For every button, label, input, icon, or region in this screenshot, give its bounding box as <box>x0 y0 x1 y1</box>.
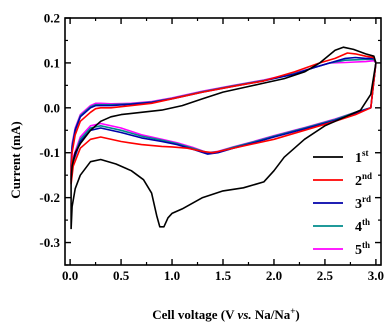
x-tick-label: 1.5 <box>215 268 232 283</box>
series-line-3rd <box>70 56 377 180</box>
y-tick-labels: -0.3 -0.2 -0.1 0.0 0.1 0.2 <box>39 11 60 251</box>
x-axis-label: Cell voltage (V vs. Na/Na+) <box>152 306 300 322</box>
x-axis-label-pre: Cell voltage (V <box>152 307 237 322</box>
x-tick-label: 3.0 <box>368 268 384 283</box>
x-axis-label-sup: + <box>290 306 295 316</box>
x-tick-label: 2.0 <box>266 268 282 283</box>
x-tick-label: 1.0 <box>164 268 180 283</box>
legend-label-2nd: 2nd <box>355 171 372 189</box>
y-tick-label: -0.3 <box>39 235 60 250</box>
y-tick-label: -0.2 <box>39 190 60 205</box>
x-axis-label-post: Na/Na <box>252 307 291 322</box>
y-tick-label: -0.1 <box>39 145 60 160</box>
x-tick-label: 0.5 <box>113 268 130 283</box>
x-tick-labels: 0.0 0.5 1.0 1.5 2.0 2.5 3.0 <box>62 268 384 283</box>
x-tick-label: 0.0 <box>62 268 78 283</box>
y-tick-label: 0.1 <box>44 55 60 70</box>
series-line-1st <box>70 46 377 230</box>
tick-layer <box>65 17 381 266</box>
legend-label-4th: 4th <box>355 217 370 235</box>
y-axis-label: Current (mA) <box>8 121 23 198</box>
plot-frame <box>64 17 382 266</box>
x-axis-label-close: ) <box>295 307 299 322</box>
series-layer <box>70 46 377 230</box>
x-axis-label-vs: vs. <box>238 307 252 322</box>
legend: 1st 2nd 3rd 4th 5th <box>313 148 372 258</box>
legend-label-1st: 1st <box>355 148 369 166</box>
y-tick-label: 0.0 <box>44 100 60 115</box>
x-tick-label: 2.5 <box>317 268 334 283</box>
series-line-5th <box>70 59 377 176</box>
legend-label-5th: 5th <box>355 240 370 258</box>
series-line-2nd <box>70 52 377 185</box>
y-tick-label: 0.2 <box>44 11 60 26</box>
series-line-4th <box>70 58 377 178</box>
legend-label-3rd: 3rd <box>355 194 371 212</box>
